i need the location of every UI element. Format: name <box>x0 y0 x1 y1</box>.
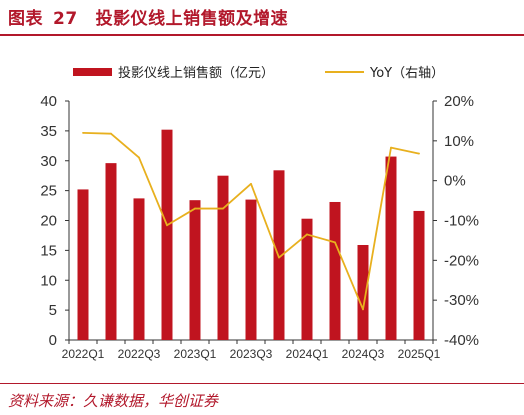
title-divider <box>0 34 524 36</box>
left-axis: 0 5 10 15 20 25 30 35 40 <box>40 93 70 349</box>
yoy-point-2022Q4 <box>166 224 168 227</box>
yoy-point-2022Q3 <box>138 156 140 159</box>
line-series <box>82 131 420 311</box>
figure-number: 27 <box>53 9 78 29</box>
left-axis-tick-label: 30 <box>40 153 57 170</box>
yoy-point-2022Q1 <box>82 131 84 134</box>
x-axis-tick-label: 2022Q1 <box>62 347 105 361</box>
bar-2024Q1 <box>301 218 313 340</box>
left-axis-tick-label: 10 <box>40 272 57 289</box>
x-axis: 2022Q1 2022Q3 2023Q1 2023Q3 2024Q1 2024Q3 2025… <box>62 339 441 361</box>
legend-item-bar: 投影仪线上销售额（亿元） <box>73 65 274 81</box>
legend: 投影仪线上销售额（亿元） YoY（右轴） <box>73 65 444 81</box>
x-axis-tick-label: 2024Q1 <box>286 347 329 361</box>
left-axis-tick-label: 40 <box>40 93 57 110</box>
yoy-point-2024Q4 <box>390 146 392 149</box>
left-axis-tick-label: 25 <box>40 183 57 200</box>
bar-2023Q3 <box>245 199 257 340</box>
legend-label-bar: 投影仪线上销售额（亿元） <box>118 65 274 81</box>
figure-title: 图表 27 投影仪线上销售额及增速 <box>8 4 288 29</box>
right-axis-tick-label: 20% <box>444 93 474 110</box>
bar-2022Q1 <box>77 189 89 340</box>
source-divider <box>0 383 524 384</box>
yoy-point-2024Q2 <box>334 241 336 244</box>
yoy-point-2023Q1 <box>194 207 196 210</box>
right-axis-tick-label: 0% <box>444 173 466 190</box>
x-axis-tick-label: 2022Q3 <box>118 347 161 361</box>
bar-2024Q3 <box>357 244 369 340</box>
bar-2024Q2 <box>329 201 341 340</box>
bar-2022Q4 <box>161 129 173 340</box>
x-axis-tick-label: 2023Q1 <box>174 347 217 361</box>
right-axis-tick-label: -20% <box>444 252 479 269</box>
yoy-point-2024Q1 <box>306 233 308 236</box>
right-axis-tick-label: -10% <box>444 213 479 230</box>
yoy-point-2023Q2 <box>222 207 224 210</box>
figure-title-text: 投影仪线上销售额及增速 <box>95 9 289 29</box>
x-axis-tick-label: 2023Q3 <box>230 347 273 361</box>
yoy-point-2023Q3 <box>250 182 252 185</box>
chart: 投影仪线上销售额（亿元） YoY（右轴） 0 5 10 15 20 25 30 35 40 -40… <box>40 65 479 361</box>
bar-2023Q2 <box>217 175 229 340</box>
legend-item-line: YoY（右轴） <box>325 66 444 81</box>
legend-label-line: YoY（右轴） <box>369 66 444 81</box>
right-axis-tick-label: -40% <box>444 332 479 349</box>
yoy-point-2023Q4 <box>278 256 280 259</box>
x-axis-tick-label: 2024Q3 <box>342 347 385 361</box>
figure-label: 图表 <box>8 9 43 29</box>
right-axis-tick-label: -30% <box>444 292 479 309</box>
source-note: 资料来源：久谦数据，华创证券 <box>8 392 219 410</box>
bar-2023Q1 <box>189 200 201 340</box>
yoy-point-2024Q3 <box>362 308 364 311</box>
left-axis-tick-label: 35 <box>40 123 57 140</box>
bar-series <box>77 129 425 340</box>
yoy-point-2022Q2 <box>110 132 112 135</box>
legend-swatch-bar <box>73 68 112 76</box>
left-axis-tick-label: 0 <box>49 332 57 349</box>
bar-2025Q1 <box>413 210 425 340</box>
yoy-point-2025Q1 <box>418 152 420 155</box>
bar-2022Q2 <box>105 163 117 340</box>
bar-2022Q3 <box>133 198 145 340</box>
left-axis-tick-label: 20 <box>40 213 57 230</box>
left-axis-tick-label: 15 <box>40 242 57 259</box>
bar-2024Q4 <box>385 156 397 340</box>
right-axis-tick-label: 10% <box>444 133 474 150</box>
right-axis: -40% -30% -20% -10% 0% 10% 20% <box>432 93 479 349</box>
x-axis-tick-label: 2025Q1 <box>398 347 441 361</box>
left-axis-tick-label: 5 <box>49 302 57 319</box>
